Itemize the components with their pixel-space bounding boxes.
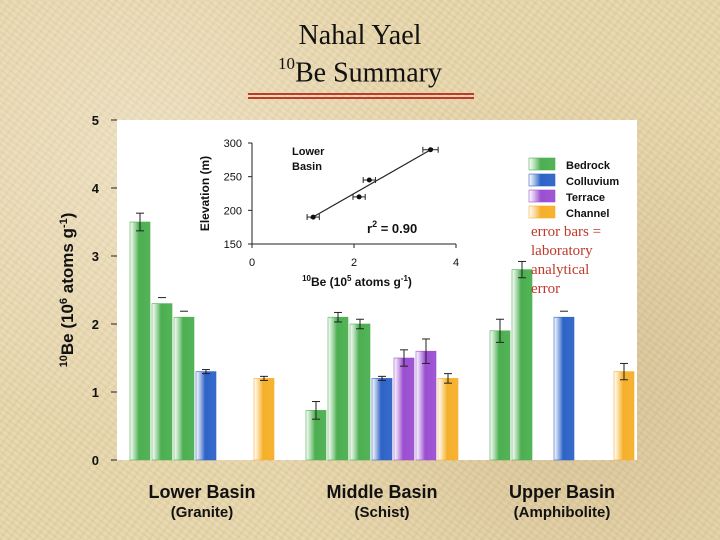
legend: Bedrock Colluvium Terrace Channel [528,157,619,220]
bar-bedrock [349,323,371,461]
legend-label-colluvium: Colluvium [566,176,619,188]
inset-x-axis-label-sup: 5 [347,274,352,283]
inset-y-tick-label: 200 [224,205,242,217]
y-tick-label: 3 [92,249,99,264]
bar-terrace [393,357,415,461]
legend-label-terrace: Terrace [566,192,605,204]
inset-y-tick-label: 150 [224,239,242,251]
bar-bedrock [129,221,151,461]
group-label: Middle Basin [326,482,437,502]
inset-point [428,147,433,153]
legend-label-channel: Channel [566,208,609,220]
bar-bedrock [511,269,533,461]
y-tick-label: 5 [92,113,99,128]
group-sublabel: (Schist) [354,504,409,521]
inset-point [356,194,362,200]
error-note-line: analytical [531,262,589,278]
group-label: Lower Basin [148,482,255,502]
legend-swatch-channel [528,205,556,219]
inset-x-tick-label: 4 [453,257,459,269]
y-axis-label-text: Be (10 [58,304,77,355]
inset-x-axis-label-text: ) [408,275,412,289]
inset-r2-label: r2 = 0.90 [367,219,417,236]
inset-x-axis-label-text: atoms g [351,275,400,289]
inset-r2-sup: 2 [372,219,377,229]
bar-channel [437,378,459,461]
inset-x-tick-label: 0 [249,257,255,269]
inset-x-axis-label-sup: -1 [401,274,409,283]
bar-channel [253,378,275,461]
inset-x-tick-label: 2 [351,257,357,269]
error-note-line: error [531,281,560,297]
error-note-line: laboratory [531,243,593,259]
bar-terrace [415,350,437,461]
error-note: error bars = laboratory analytical error [531,224,601,297]
y-axis-label-text: ) [58,213,77,219]
inset-r2-text: r [367,221,372,236]
y-tick-label: 1 [92,385,99,400]
group-label: Upper Basin [509,482,615,502]
y-tick-label: 0 [92,453,99,468]
legend-swatch-terrace [528,189,556,203]
title-underline-second [248,97,474,99]
y-axis-label-text: atoms g [58,228,77,298]
inset-y-tick-label: 250 [224,172,242,184]
inset-title-line: Lower [292,146,325,158]
inset-y-tick-label: 300 [224,138,242,150]
inset-r2-text: = 0.90 [377,221,417,236]
title-superscript: 10 [278,54,295,73]
legend-label-bedrock: Bedrock [566,160,611,172]
bar-bedrock [327,316,349,461]
slide-title-line2: 10Be Summary [0,54,720,89]
title-text: Be Summary [295,57,442,89]
inset-scatter-chart: 150 200 250 300 0 2 4 Elevation (m) 10Be (105 at… [198,138,459,289]
group-sublabel: (Amphibolite) [514,504,611,521]
y-axis-label-sup: 10 [58,355,70,367]
bar-colluvium [195,371,217,461]
bar-colluvium [553,316,575,461]
bar-bedrock [489,330,511,461]
inset-x-axis-label-sup: 10 [302,274,311,283]
inset-point [310,214,316,220]
bar-colluvium [371,378,393,461]
legend-swatch-colluvium [528,173,556,187]
y-axis-label: 10Be (106 atoms g-1) [58,213,77,368]
inset-y-axis-label: Elevation (m) [198,156,212,231]
inset-x-axis-label: 10Be (105 atoms g-1) [302,274,412,289]
bar-bedrock [173,316,195,461]
inset-title-line: Basin [292,161,322,173]
legend-swatch-bedrock [528,157,556,171]
inset-point [366,177,372,183]
y-axis-label-sup: -1 [58,218,70,228]
inset-fit-line [310,147,434,219]
title-underline [248,93,474,95]
bar-bedrock [151,303,173,461]
y-axis-label-sup: 6 [58,298,70,304]
bar-channel [613,371,635,461]
y-tick-label: 4 [92,181,100,196]
y-tick-label: 2 [92,317,99,332]
inset-x-axis-label-text: Be (10 [311,275,347,289]
slide-title-line1: Nahal Yael [298,20,422,51]
group-sublabel: (Granite) [171,504,234,521]
error-note-line: error bars = [531,224,601,240]
